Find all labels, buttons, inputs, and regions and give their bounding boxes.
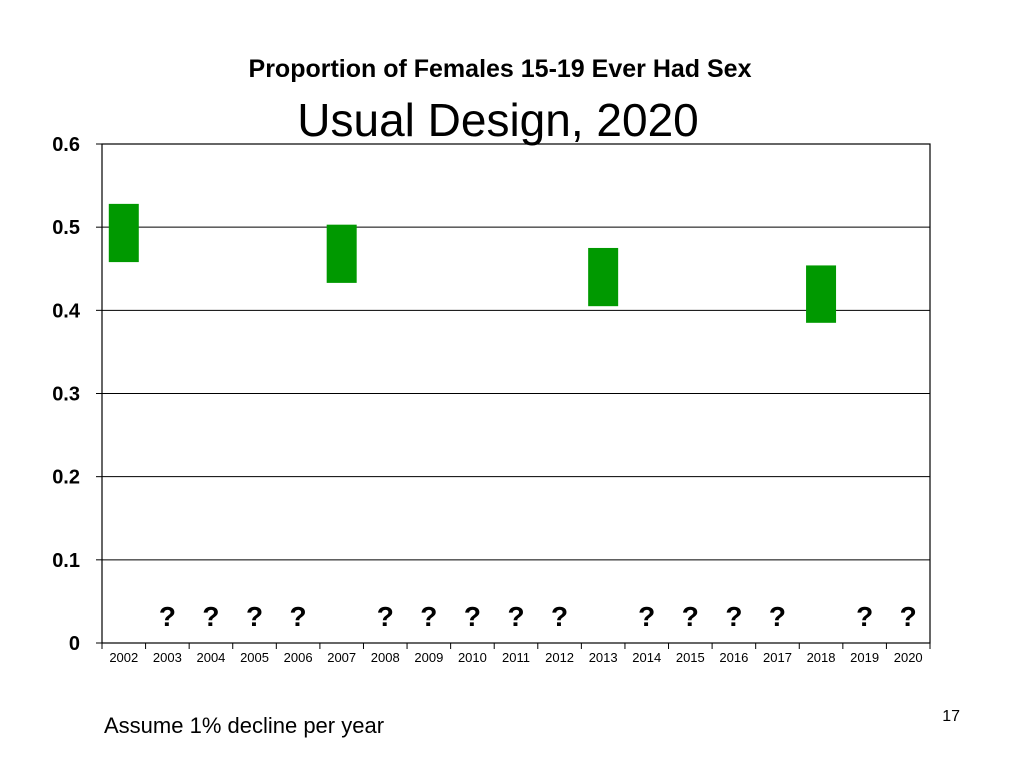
x-tick-label: 2009 — [414, 650, 443, 665]
x-tick-label: 2010 — [458, 650, 487, 665]
x-tick-label: 2008 — [371, 650, 400, 665]
unknown-marker-2010: ? — [464, 601, 481, 632]
y-tick-label: 0.2 — [52, 467, 80, 489]
unknown-marker-2006: ? — [290, 601, 307, 632]
unknown-marker-2008: ? — [377, 601, 394, 632]
y-tick-label: 0.3 — [52, 384, 80, 406]
x-tick-label: 2016 — [719, 650, 748, 665]
x-tick-label: 2017 — [763, 650, 792, 665]
unknown-marker-2004: ? — [202, 601, 219, 632]
footnote: Assume 1% decline per year — [104, 713, 385, 738]
x-tick-label: 2006 — [284, 650, 313, 665]
x-tick-label: 2015 — [676, 650, 705, 665]
y-tick-label: 0.1 — [52, 550, 80, 572]
unknown-marker-2015: ? — [682, 601, 699, 632]
x-tick-label: 2019 — [850, 650, 879, 665]
y-tick-label: 0.6 — [52, 134, 80, 156]
unknown-marker-2012: ? — [551, 601, 568, 632]
x-tick-label: 2007 — [327, 650, 356, 665]
page-number: 17 — [942, 708, 960, 725]
unknown-marker-2016: ? — [725, 601, 742, 632]
x-tick-label: 2005 — [240, 650, 269, 665]
range-bar-2002 — [108, 203, 139, 263]
unknown-marker-2005: ? — [246, 601, 263, 632]
y-tick-label: 0.5 — [52, 217, 80, 239]
x-tick-label: 2003 — [153, 650, 182, 665]
chart-title: Proportion of Females 15-19 Ever Had Sex — [248, 55, 752, 83]
range-bar-2007 — [326, 224, 357, 283]
x-tick-label: 2012 — [545, 650, 574, 665]
unknown-marker-2009: ? — [420, 601, 437, 632]
range-bar-2018 — [806, 265, 837, 323]
y-tick-label: 0 — [69, 633, 80, 655]
chart-subtitle: Usual Design, 2020 — [297, 94, 699, 146]
x-tick-label: 2013 — [589, 650, 618, 665]
range-bar-2013 — [588, 247, 619, 307]
x-tick-label: 2004 — [196, 650, 225, 665]
unknown-marker-2014: ? — [638, 601, 655, 632]
x-tick-label: 2020 — [894, 650, 923, 665]
x-tick-label: 2011 — [502, 650, 530, 665]
unknown-marker-2011: ? — [507, 601, 524, 632]
x-tick-label: 2002 — [109, 650, 138, 665]
unknown-marker-2003: ? — [159, 601, 176, 632]
y-tick-label: 0.4 — [52, 300, 81, 322]
unknown-marker-2020: ? — [900, 601, 917, 632]
unknown-marker-2019: ? — [856, 601, 873, 632]
x-tick-label: 2014 — [632, 650, 661, 665]
unknown-marker-2017: ? — [769, 601, 786, 632]
x-tick-label: 2018 — [807, 650, 836, 665]
